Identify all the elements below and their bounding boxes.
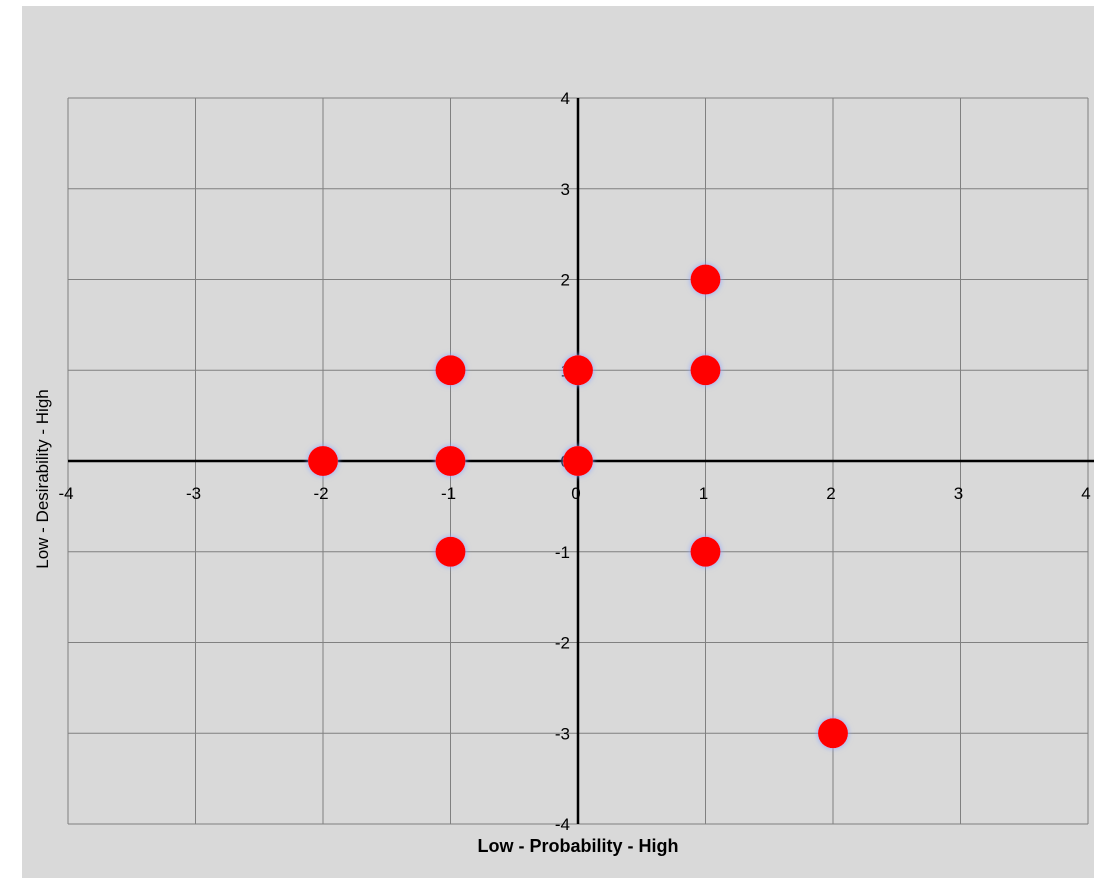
y-tick-label: -4 <box>555 815 570 834</box>
data-point <box>690 536 721 567</box>
y-tick-label: 4 <box>561 89 570 108</box>
data-point <box>690 355 721 386</box>
data-point <box>308 446 338 476</box>
x-tick-label: 0 <box>571 484 580 503</box>
y-tick-label: 2 <box>561 271 570 290</box>
data-point <box>563 446 593 476</box>
data-points <box>308 264 848 749</box>
data-point <box>435 536 466 567</box>
y-tick-label: -3 <box>555 724 570 743</box>
data-point <box>435 446 466 476</box>
x-tick-label: 3 <box>954 484 963 503</box>
x-tick-label: -1 <box>441 484 456 503</box>
data-point <box>818 718 848 749</box>
y-tick-label: -1 <box>555 543 570 562</box>
x-tick-label: -2 <box>313 484 328 503</box>
x-tick-label: 2 <box>826 484 835 503</box>
x-axis-title: Low - Probability - High <box>478 836 679 856</box>
y-tick-label: 3 <box>561 180 570 199</box>
x-tick-label: 4 <box>1081 484 1090 503</box>
data-point <box>690 264 721 295</box>
x-tick-label: -4 <box>58 484 73 503</box>
x-tick-label: -3 <box>186 484 201 503</box>
y-axis-title: Low - Desirability - High <box>33 389 52 569</box>
x-tick-label: 1 <box>699 484 708 503</box>
data-point <box>563 355 593 386</box>
data-point <box>435 355 466 386</box>
y-tick-label: -2 <box>555 634 570 653</box>
